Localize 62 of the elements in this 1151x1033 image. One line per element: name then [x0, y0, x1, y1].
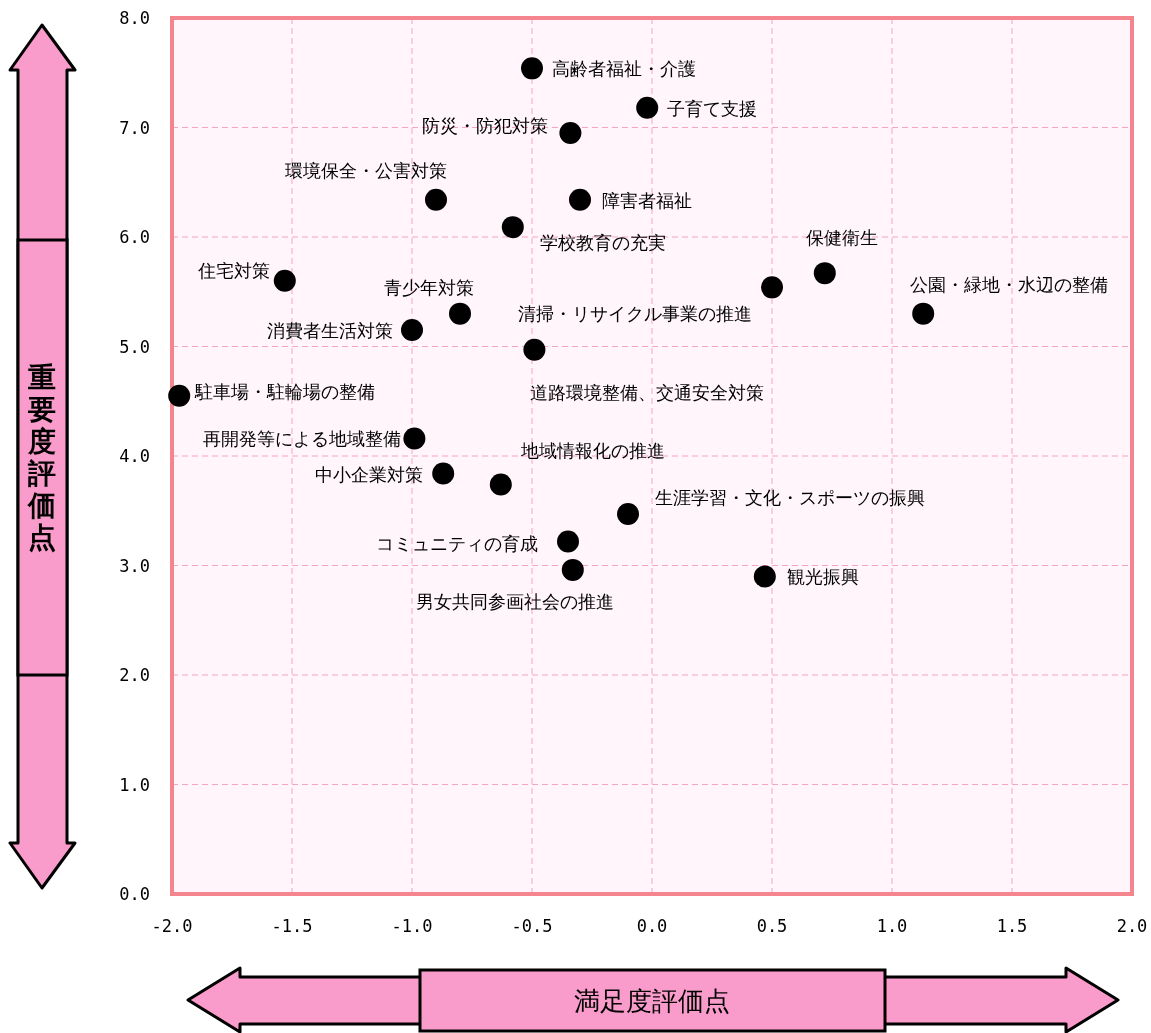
annotation: 駐車場・駐輪場の整備 — [194, 380, 376, 402]
point — [761, 276, 783, 299]
x-tick-label: 1.5 — [996, 916, 1028, 936]
point — [753, 565, 776, 588]
point — [521, 57, 543, 80]
annotation: 障害者福祉 — [602, 189, 692, 211]
point — [501, 216, 524, 239]
x-tick-label: -0.5 — [511, 916, 553, 936]
point — [425, 188, 447, 211]
annotation: 清掃・リサイクル事業の推進 — [518, 303, 752, 325]
annotation: 生涯学習・文化・スポーツの振興 — [655, 487, 925, 509]
point — [636, 96, 659, 119]
annotation: 高齢者福祉・介護 — [552, 58, 696, 80]
y-tick-label: 5.0 — [119, 336, 150, 357]
annotation: 消費者生活対策 — [267, 320, 393, 342]
x-tick-label: -1.5 — [271, 916, 313, 936]
x-tick-label: -1.0 — [391, 916, 433, 936]
x-tick-label: 0.5 — [756, 916, 788, 936]
y-axis-title: 重要度評価点 — [27, 361, 56, 554]
point — [561, 558, 584, 581]
x-axis-title: 満足度評価点 — [574, 986, 730, 1016]
point — [813, 262, 836, 285]
point — [273, 269, 296, 292]
annotation: 公園・緑地・水辺の整備 — [910, 273, 1109, 295]
annotation: 地域情報化の推進 — [519, 440, 665, 462]
annotation: 防災・防犯対策 — [422, 114, 549, 136]
y-tick-label: 6.0 — [119, 227, 150, 247]
y-tick-label: 0.0 — [119, 884, 150, 904]
y-tick-label: 7.0 — [119, 117, 150, 138]
point — [168, 384, 191, 407]
y-tick-label: 3.0 — [119, 555, 150, 576]
point — [557, 530, 579, 553]
annotation: 男女共同参画社会の推進 — [415, 590, 614, 612]
annotation: 再開発等による地域整備 — [203, 428, 402, 450]
y-tick-label: 8.0 — [119, 8, 150, 28]
annotation: コミュニティの育成 — [376, 533, 538, 555]
point — [523, 338, 546, 361]
point — [617, 503, 639, 526]
y-tick-label: 2.0 — [119, 665, 150, 685]
x-tick-label: 1.0 — [876, 916, 908, 936]
y-tick-label: 4.0 — [119, 446, 150, 466]
point — [403, 427, 426, 450]
point — [401, 319, 423, 342]
annotation: 青少年対策 — [384, 276, 474, 298]
annotation: 道路環境整備、交通安全対策 — [530, 381, 765, 403]
annotation: 保健衛生 — [805, 227, 878, 249]
x-tick-label: 0.0 — [636, 916, 668, 936]
point — [912, 302, 935, 325]
point — [449, 302, 471, 325]
x-tick-label: -2.0 — [151, 916, 193, 936]
y-tick-label: 1.0 — [119, 774, 150, 795]
annotation: 学校教育の充実 — [539, 232, 666, 254]
point — [569, 188, 591, 211]
x-tick-label: 2.0 — [1116, 916, 1148, 936]
annotation: 観光振興 — [786, 566, 859, 588]
point — [489, 473, 512, 496]
annotation: 環境保全・公害対策 — [285, 159, 447, 181]
point — [432, 462, 455, 485]
annotation: 子育て支援 — [667, 97, 758, 119]
annotation: 住宅対策 — [196, 259, 270, 281]
annotation: 中小企業対策 — [315, 463, 424, 485]
point — [559, 121, 582, 144]
